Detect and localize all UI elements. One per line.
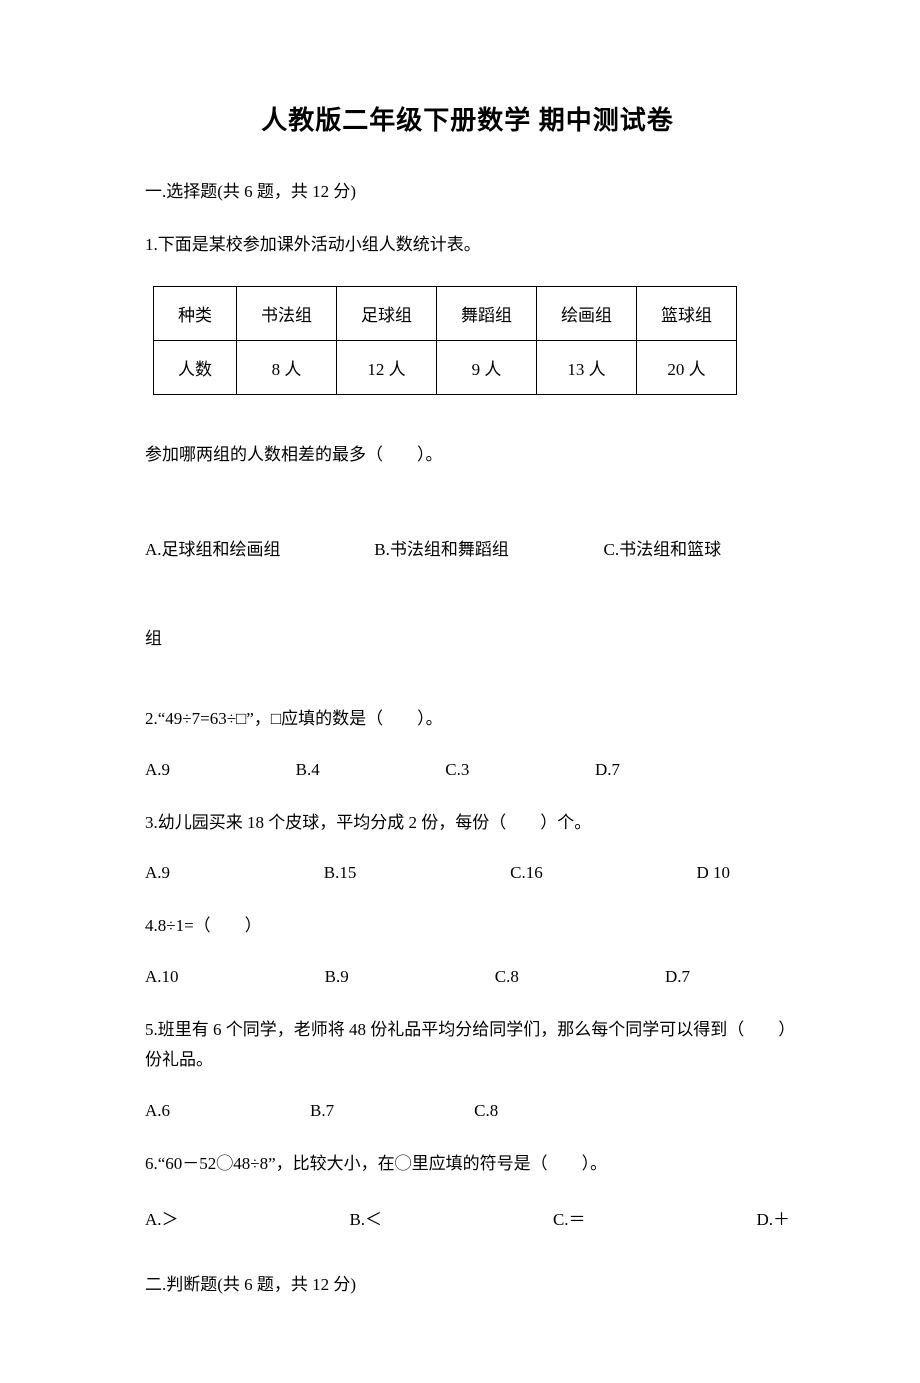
q1-option-c-continuation: 组 [145, 624, 790, 649]
q4-option-b: B.9 [325, 967, 349, 987]
table-cell: 12 人 [337, 340, 437, 394]
q1-option-b: B.书法组和舞蹈组 [374, 520, 599, 580]
table-row: 人数 8 人 12 人 9 人 13 人 20 人 [154, 340, 737, 394]
q3-option-d: D 10 [696, 863, 730, 883]
q3-options-row: A.9 B.15 C.16 D 10 [145, 863, 790, 883]
table-cell: 8 人 [237, 340, 337, 394]
q1-subtext: 参加哪两组的人数相差的最多（ ）。 [145, 440, 790, 465]
q6-option-c: C.＝ [553, 1205, 586, 1230]
q4-option-c: C.8 [495, 967, 519, 987]
q5-option-c: C.8 [474, 1101, 498, 1121]
table-header-row: 种类 书法组 足球组 舞蹈组 绘画组 篮球组 [154, 286, 737, 340]
q2-option-c: C.3 [445, 760, 469, 780]
q2-stem: 2.“49÷7=63÷□”，□应填的数是（ ）。 [145, 704, 790, 735]
q1-option-c: C.书法组和篮球 [604, 520, 722, 580]
q2-option-a: A.9 [145, 760, 170, 780]
q6-option-a: A.＞ [145, 1205, 179, 1230]
q2-option-d: D.7 [595, 760, 620, 780]
q2-option-b: B.4 [296, 760, 320, 780]
section-2-header: 二.判断题(共 6 题，共 12 分) [145, 1270, 790, 1295]
q5-options-row: A.6 B.7 C.8 [145, 1101, 790, 1121]
table-cell: 舞蹈组 [437, 286, 537, 340]
q2-options-row: A.9 B.4 C.3 D.7 [145, 760, 790, 780]
section-1-header: 一.选择题(共 6 题，共 12 分) [145, 177, 790, 202]
table-cell: 9 人 [437, 340, 537, 394]
q1-stem: 1.下面是某校参加课外活动小组人数统计表。 [145, 230, 790, 261]
q3-option-b: B.15 [324, 863, 357, 883]
q3-option-c: C.16 [510, 863, 543, 883]
q4-option-a: A.10 [145, 967, 179, 987]
table-cell: 人数 [154, 340, 237, 394]
q3-stem: 3.幼儿园买来 18 个皮球，平均分成 2 份，每份（ ）个。 [145, 808, 790, 839]
q5-option-b: B.7 [310, 1101, 334, 1121]
table-cell: 20 人 [637, 340, 737, 394]
page-title: 人教版二年级下册数学 期中测试卷 [145, 100, 790, 137]
table-cell: 足球组 [337, 286, 437, 340]
q1-options-row: A.足球组和绘画组 B.书法组和舞蹈组 C.书法组和篮球 [145, 520, 790, 580]
table-cell: 绘画组 [537, 286, 637, 340]
q5-stem: 5.班里有 6 个同学，老师将 48 份礼品平均分给同学们，那么每个同学可以得到… [145, 1015, 790, 1076]
table-cell: 13 人 [537, 340, 637, 394]
table-cell: 篮球组 [637, 286, 737, 340]
q1-data-table: 种类 书法组 足球组 舞蹈组 绘画组 篮球组 人数 8 人 12 人 9 人 1… [153, 286, 737, 395]
q1-option-a: A.足球组和绘画组 [145, 520, 370, 580]
q6-options-row: A.＞ B.＜ C.＝ D.＋ [145, 1205, 790, 1230]
q6-option-b: B.＜ [349, 1205, 382, 1230]
table-cell: 种类 [154, 286, 237, 340]
q3-option-a: A.9 [145, 863, 170, 883]
q6-stem: 6.“60－52◯48÷8”，比较大小，在◯里应填的符号是（ ）。 [145, 1149, 790, 1180]
table-cell: 书法组 [237, 286, 337, 340]
q5-option-a: A.6 [145, 1101, 170, 1121]
q4-option-d: D.7 [665, 967, 690, 987]
q4-options-row: A.10 B.9 C.8 D.7 [145, 967, 790, 987]
q6-option-d: D.＋ [756, 1205, 790, 1230]
q4-stem: 4.8÷1=（ ） [145, 911, 790, 942]
